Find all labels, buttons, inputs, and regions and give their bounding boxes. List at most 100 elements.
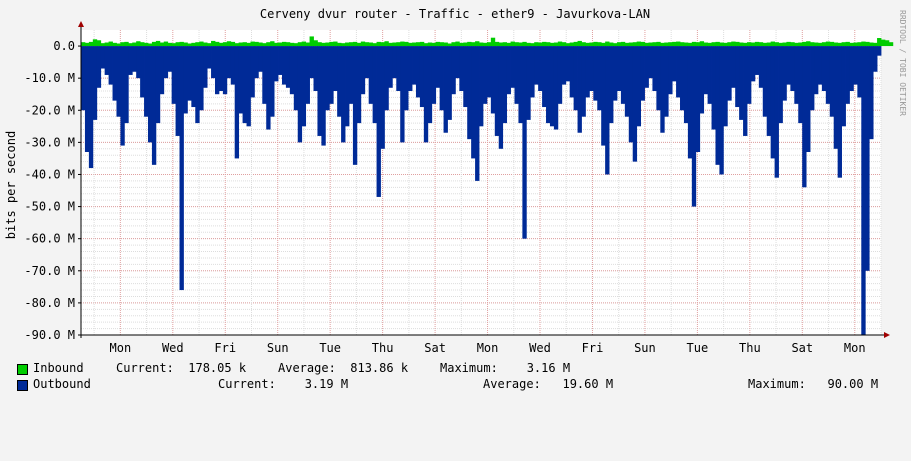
inbound-bar <box>652 42 657 47</box>
outbound-bar <box>735 46 740 108</box>
outbound-bar <box>455 46 460 79</box>
inbound-bar <box>699 41 705 47</box>
inbound-bar <box>774 42 779 47</box>
y-tick-label: -70.0 M <box>24 264 75 278</box>
inbound-bar <box>234 43 240 47</box>
x-tick-label: Fri <box>582 341 604 355</box>
outbound-bar <box>384 46 389 111</box>
outbound-bar <box>163 46 169 79</box>
inbound-bar <box>211 40 216 47</box>
inbound-bar <box>707 42 712 47</box>
inbound-bar <box>553 42 559 47</box>
inbound-bar <box>518 42 523 47</box>
inbound-bar <box>538 42 543 47</box>
outbound-bar <box>664 46 669 117</box>
inbound-bar <box>128 43 133 47</box>
inbound-bar <box>810 42 815 47</box>
inbound-bar <box>656 41 661 47</box>
inbound-bar <box>664 42 669 47</box>
x-axis-arrow <box>884 332 890 338</box>
inbound-bar <box>581 42 586 47</box>
outbound-bar <box>443 46 448 133</box>
inbound-bar <box>794 42 799 47</box>
outbound-bar <box>762 46 768 117</box>
inbound-bar <box>766 42 772 47</box>
outbound-bar <box>482 46 488 104</box>
inbound-bar <box>861 41 866 47</box>
inbound-bar <box>356 42 362 47</box>
inbound-bar <box>636 41 642 47</box>
inbound-bar <box>589 42 594 47</box>
x-tick-label: Sat <box>424 341 446 355</box>
outbound-bar <box>628 46 634 143</box>
inbound-bar <box>238 42 243 47</box>
inbound-bar <box>289 42 295 47</box>
inbound-bar <box>865 41 870 47</box>
outbound-bar <box>810 46 815 111</box>
outbound-bar <box>246 46 251 127</box>
inbound-bar <box>711 42 716 47</box>
outbound-bar <box>112 46 117 101</box>
inbound-bar <box>309 36 314 47</box>
outbound-bar <box>699 46 705 114</box>
inbound-bar <box>833 42 839 47</box>
y-tick-label: -10.0 M <box>24 71 75 85</box>
inbound-bar <box>352 41 358 47</box>
outbound-bar <box>297 46 303 143</box>
outbound-bar <box>475 46 480 181</box>
inbound-bar <box>459 42 464 47</box>
inbound-bar <box>266 42 271 47</box>
inbound-bar <box>660 42 665 47</box>
outbound-bar <box>360 46 366 95</box>
outbound-bar <box>672 46 677 82</box>
outbound-bar <box>506 46 511 95</box>
inbound-bar <box>624 42 630 47</box>
outbound-bar <box>585 46 590 98</box>
outbound-bar <box>691 46 697 207</box>
outbound-bar <box>120 46 125 146</box>
outbound-bar <box>104 46 109 75</box>
inbound-bar <box>829 41 835 47</box>
outbound-bar <box>821 46 827 91</box>
inbound-bar <box>687 42 693 47</box>
outbound-bar <box>281 46 287 85</box>
outbound-bar <box>569 46 575 98</box>
x-tick-label: Mon <box>110 341 132 355</box>
outbound-bar <box>147 46 153 143</box>
inbound-bar <box>412 42 417 47</box>
inbound-bar <box>593 41 598 47</box>
outbound-bar <box>731 46 736 88</box>
inbound-bar <box>144 42 149 47</box>
inbound-bar <box>542 41 547 47</box>
outbound-bar <box>419 46 425 108</box>
outbound-bar <box>171 46 176 104</box>
inbound-maximum: Maximum: 3.16 M <box>440 361 571 375</box>
inbound-bar <box>494 41 500 47</box>
outbound-bar <box>116 46 121 117</box>
inbound-bar <box>250 41 255 47</box>
inbound-bar <box>140 42 145 47</box>
outbound-bar <box>620 46 626 104</box>
outbound-bar <box>195 46 200 124</box>
inbound-bar <box>348 42 354 47</box>
inbound-bar <box>739 42 744 47</box>
outbound-bar <box>222 46 228 95</box>
outbound-bar <box>825 46 831 104</box>
outbound-bar <box>770 46 775 159</box>
inbound-bar <box>242 42 247 47</box>
outbound-bar <box>739 46 744 120</box>
inbound-bar <box>84 42 90 47</box>
inbound-bar <box>522 41 527 47</box>
outbound-bar <box>656 46 661 111</box>
outbound-bar <box>849 46 854 91</box>
inbound-bar <box>719 42 724 47</box>
inbound-bar <box>798 42 803 47</box>
outbound-bar <box>841 46 846 127</box>
inbound-bar <box>845 41 850 47</box>
inbound-bar <box>415 42 421 47</box>
inbound-bar <box>301 41 307 47</box>
outbound-bar <box>747 46 752 104</box>
outbound-bar <box>498 46 504 149</box>
outbound-bar <box>250 46 255 98</box>
outbound-bar <box>573 46 578 111</box>
